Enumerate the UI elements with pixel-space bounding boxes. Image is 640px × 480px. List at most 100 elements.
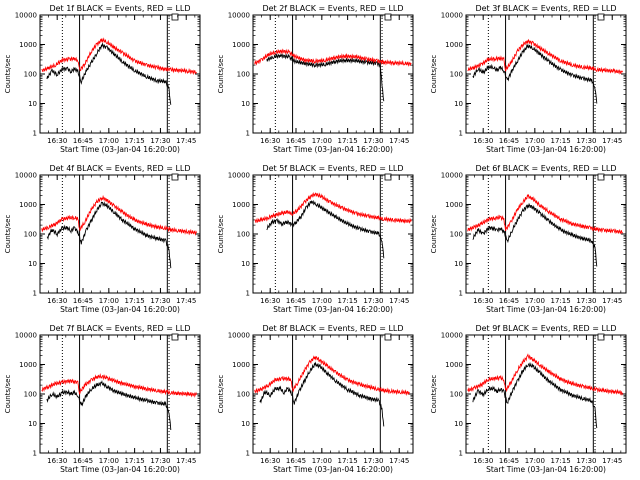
y-axis-label: Counts/sec [217,215,225,254]
events-rate-line [46,201,172,269]
panel-title: Det 2f BLACK = Events, RED = LLD [262,4,403,13]
y-tick-label: 100 [24,391,37,399]
x-tick-label: 17:30 [363,137,383,145]
y-axis-label: Counts/sec [4,375,12,414]
y-tick-label: 1 [33,130,37,138]
y-tick-label: 1 [33,290,37,298]
x-tick-label: 16:30 [47,137,67,145]
y-tick-label: 100 [450,231,463,239]
events-rate-line [472,362,598,429]
x-tick-label: 17:00 [312,137,332,145]
corner-marker [171,333,179,341]
y-tick-label: 10 [454,420,463,428]
y-tick-label: 10000 [15,332,37,340]
x-tick-label: 16:45 [499,137,519,145]
x-tick-label: 17:15 [338,137,358,145]
y-tick-label: 1 [459,290,463,298]
x-tick-label: 16:30 [260,457,280,465]
x-axis-label: Start Time (03-Jan-04 16:20:00) [273,305,393,314]
panel-title: Det 5f BLACK = Events, RED = LLD [262,164,403,173]
x-tick-label: 17:30 [363,457,383,465]
events-rate-line [472,202,598,267]
lld-rate-line [467,38,624,75]
x-tick-label: 16:30 [473,297,493,305]
y-tick-label: 100 [237,391,250,399]
x-tick-label: 17:30 [576,457,596,465]
plot-frame [39,174,201,294]
y-tick-label: 10000 [15,172,37,180]
x-tick-label: 17:30 [576,297,596,305]
y-tick-label: 100 [450,71,463,79]
y-axis-label: Counts/sec [430,375,438,414]
x-axis-label: Start Time (03-Jan-04 16:20:00) [486,465,606,474]
x-tick-label: 17:45 [176,457,196,465]
corner-marker [597,333,605,341]
x-tick-label: 16:45 [73,297,93,305]
y-tick-label: 100 [237,231,250,239]
panel-title: Det 9f BLACK = Events, RED = LLD [475,324,616,333]
panel-title: Det 4f BLACK = Events, RED = LLD [49,164,190,173]
x-tick-label: 17:00 [99,457,119,465]
x-tick-label: 17:30 [576,137,596,145]
lld-rate-line [254,191,412,225]
y-tick-label: 10 [28,420,37,428]
x-tick-label: 17:00 [99,297,119,305]
y-tick-label: 10000 [441,172,463,180]
y-tick-label: 10000 [441,12,463,20]
x-axis-label: Start Time (03-Jan-04 16:20:00) [60,305,180,314]
x-axis-label: Start Time (03-Jan-04 16:20:00) [60,145,180,154]
x-tick-label: 17:30 [363,297,383,305]
x-tick-label: 16:45 [286,297,306,305]
corner-marker [597,173,605,181]
x-tick-label: 16:45 [73,137,93,145]
corner-marker [384,173,392,181]
x-tick-label: 16:30 [47,457,67,465]
y-tick-label: 1000 [232,361,250,369]
y-tick-label: 1000 [232,41,250,49]
x-tick-label: 17:00 [99,137,119,145]
x-tick-label: 16:30 [47,297,67,305]
lld-rate-line [467,193,623,235]
panel-title: Det 6f BLACK = Events, RED = LLD [475,164,616,173]
corner-marker [384,333,392,341]
x-tick-label: 17:00 [525,457,545,465]
y-axis-label: Counts/sec [4,55,12,94]
x-tick-label: 17:15 [551,457,571,465]
plot-frame [465,14,627,134]
corner-marker [171,173,179,181]
lld-rate-line [41,373,198,398]
y-tick-label: 1 [33,450,37,458]
plot-frame [252,14,414,134]
y-tick-label: 10 [241,420,250,428]
chart-panel-7: Det 7f BLACK = Events, RED = LLD 1 10 100 10… [4,324,201,474]
lld-rate-line [467,353,624,397]
x-axis-label: Start Time (03-Jan-04 16:20:00) [486,145,606,154]
events-rate-line [46,42,172,105]
x-tick-label: 17:45 [389,457,409,465]
y-tick-label: 10 [241,100,250,108]
chart-panel-1: Det 1f BLACK = Events, RED = LLD 1 10 100 10… [4,4,201,154]
x-tick-label: 16:45 [499,297,519,305]
panel-title: Det 8f BLACK = Events, RED = LLD [262,324,403,333]
x-tick-label: 17:00 [525,137,545,145]
y-tick-label: 10 [454,260,463,268]
lld-rate-line [254,355,410,397]
y-axis-label: Counts/sec [217,375,225,414]
x-tick-label: 17:45 [389,297,409,305]
y-tick-label: 1000 [445,361,463,369]
chart-panel-9: Det 9f BLACK = Events, RED = LLD 1 10 100 10… [430,324,627,474]
y-tick-label: 1000 [445,201,463,209]
panel-title: Det 3f BLACK = Events, RED = LLD [475,4,616,13]
x-tick-label: 17:15 [338,297,358,305]
events-rate-line [472,43,598,104]
x-tick-label: 17:30 [150,457,170,465]
y-axis-label: Counts/sec [217,55,225,94]
x-tick-label: 16:30 [260,137,280,145]
y-tick-label: 10000 [228,12,250,20]
y-axis-label: Counts/sec [430,55,438,94]
corner-marker [384,13,392,21]
y-tick-label: 10000 [15,12,37,20]
x-tick-label: 17:15 [125,457,145,465]
x-tick-label: 17:45 [176,297,196,305]
